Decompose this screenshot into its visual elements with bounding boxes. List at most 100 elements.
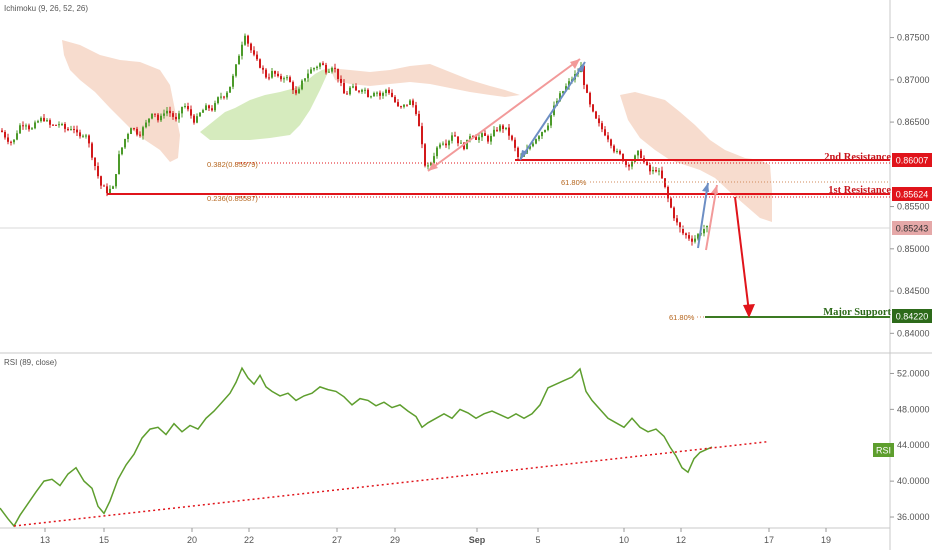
candle-body: [451, 135, 453, 141]
candle-body: [16, 133, 18, 140]
candle-body: [676, 218, 678, 223]
candle-body: [598, 118, 600, 124]
candle-body: [424, 144, 426, 166]
candle-body: [661, 170, 663, 179]
candle-body: [79, 132, 81, 137]
candle-body: [619, 151, 621, 154]
second-resistance-badge: [892, 153, 932, 167]
candle-body: [97, 166, 99, 177]
candle-body: [1, 130, 3, 132]
candle-body: [628, 164, 630, 167]
candle-body: [688, 235, 690, 239]
candle-body: [178, 113, 180, 120]
candle-body: [529, 146, 531, 149]
candle-body: [19, 125, 21, 134]
candle-body: [85, 135, 87, 137]
candle-body: [244, 35, 246, 45]
candle-body: [364, 89, 366, 91]
candle-body: [544, 129, 546, 133]
candle-body: [34, 122, 36, 129]
candle-body: [46, 120, 48, 122]
pink-trend-arrow: [427, 58, 581, 172]
candle-body: [142, 127, 144, 136]
price-tick-label: 0.85000: [897, 244, 930, 254]
rsi-label[interactable]: RSI (89, close): [4, 358, 57, 367]
time-tick-label: 10: [619, 535, 629, 545]
candle-body: [637, 150, 639, 156]
candle-body: [382, 93, 384, 96]
candle-body: [169, 110, 171, 114]
ichimoku-label[interactable]: Ichimoku (9, 26, 52, 26): [4, 4, 88, 13]
candle-body: [106, 186, 108, 194]
second-resistance-price: 0.86007: [896, 156, 929, 166]
pink-small-arrow: [705, 184, 718, 251]
time-tick-label: 22: [244, 535, 254, 545]
current-price-badge: [892, 221, 932, 235]
rsi-axis[interactable]: 52.0000 48.0000 44.0000 40.0000 36.0000: [890, 368, 930, 522]
candle-body: [262, 67, 264, 70]
candle-body: [415, 105, 417, 114]
candle-body: [640, 150, 642, 159]
blue-trend-arrow: [519, 61, 586, 161]
first-resistance-label: 1st Resistance: [828, 185, 891, 196]
candle-body: [94, 157, 96, 167]
candle-body: [130, 128, 132, 135]
candle-body: [589, 92, 591, 105]
candle-body: [385, 89, 387, 94]
candle-body: [703, 228, 705, 234]
candle-body: [184, 106, 186, 108]
candle-body: [265, 69, 267, 78]
rsi-panel[interactable]: [0, 354, 890, 528]
candle-body: [37, 121, 39, 123]
candle-body: [139, 134, 141, 136]
candle-body: [124, 139, 126, 148]
candle-body: [403, 104, 405, 107]
candle-body: [400, 106, 402, 108]
candle-body: [115, 174, 117, 187]
major-support-price: 0.84220: [896, 312, 929, 322]
candle-body: [601, 123, 603, 130]
pink-trend-arrowhead: [570, 59, 580, 69]
candle-body: [427, 165, 429, 167]
candle-body: [376, 92, 378, 94]
rsi-tick-label: 48.0000: [897, 404, 930, 414]
price-axis[interactable]: 0.87500 0.87000 0.86500 0.85500 0.85000 0.845…: [890, 33, 930, 339]
candle-body: [127, 134, 129, 140]
candle-body: [586, 85, 588, 93]
time-tick-label: 29: [390, 535, 400, 545]
candle-body: [475, 136, 477, 140]
price-tick-label: 0.86500: [897, 117, 930, 127]
candle-body: [148, 118, 150, 123]
time-axis[interactable]: 13 15 20 22 27 29 Sep 5 10 12 17 19: [40, 528, 831, 545]
candle-body: [610, 139, 612, 146]
time-tick-label: 27: [332, 535, 342, 545]
candle-body: [469, 136, 471, 140]
pink-trend-arrowtail: [428, 162, 438, 171]
candle-body: [490, 135, 492, 142]
candle-body: [7, 137, 9, 142]
candle-body: [28, 125, 30, 130]
candle-body: [370, 96, 372, 98]
drawing-tools[interactable]: [427, 58, 755, 318]
ichimoku-cloud-bearish-2: [330, 64, 520, 97]
candle-body: [550, 114, 552, 126]
candle-body: [355, 86, 357, 91]
candle-body: [292, 82, 294, 91]
candle-body: [268, 77, 270, 79]
candle-body: [430, 163, 432, 166]
candle-body: [331, 67, 333, 72]
candle-body: [154, 113, 156, 115]
candle-body: [616, 151, 618, 153]
rsi-trendline: [13, 440, 769, 527]
candle-body: [163, 113, 165, 116]
candle-body: [295, 90, 297, 94]
candle-body: [517, 147, 519, 157]
candle-body: [508, 127, 510, 136]
fib-618-lower-label: 61.80%: [669, 313, 695, 322]
candle-body: [463, 142, 465, 150]
candle-body: [232, 75, 234, 87]
candle-body: [40, 117, 42, 122]
fib-618-upper-label: 61.80%: [561, 178, 587, 187]
candle-body: [76, 129, 78, 133]
